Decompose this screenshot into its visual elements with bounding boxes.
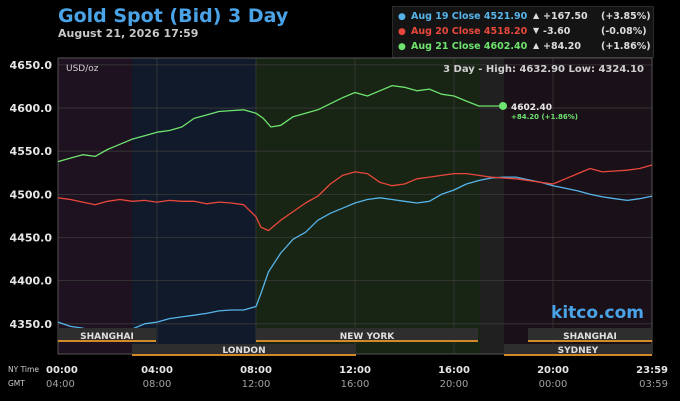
y-tick-label: 4500.0 xyxy=(10,188,53,201)
x-tick-ny: 04:00 xyxy=(141,365,173,376)
gmt-caption: GMT xyxy=(8,379,25,388)
series-line-aug-21 xyxy=(57,84,503,163)
legend-percent: (-0.08%) xyxy=(601,26,647,37)
y-tick-label: 4400.0 xyxy=(10,275,53,288)
session-bands xyxy=(58,58,652,354)
band-break xyxy=(480,58,504,354)
legend-label: Aug 19 Close 4521.90 xyxy=(411,11,528,22)
series-line-aug-20 xyxy=(57,164,653,232)
x-tick-gmt: 08:00 xyxy=(143,379,172,390)
chart-timestamp: August 21, 2026 17:59 xyxy=(58,27,199,40)
x-tick-ny: 00:00 xyxy=(46,365,78,376)
band-asia xyxy=(504,58,652,354)
x-tick-ny: 20:00 xyxy=(537,365,569,376)
legend-marker-icon: ● xyxy=(398,27,406,37)
band-newyork xyxy=(256,58,480,354)
legend-percent: (+1.86%) xyxy=(601,41,651,52)
y-tick-label: 4600.0 xyxy=(10,102,53,115)
band-london xyxy=(132,58,256,354)
down-arrow-icon: ▼ xyxy=(533,26,540,35)
last-price-label: 4602.40 xyxy=(511,103,552,113)
y-tick-label: 4350.0 xyxy=(10,318,53,331)
last-change-label: +84.20 (+1.86%) xyxy=(511,113,578,121)
x-tick-gmt: 04:00 xyxy=(46,379,75,390)
session-row-top: SHANGHAI NEW YORK SHANGHAI xyxy=(58,328,652,342)
series-line-aug-19 xyxy=(57,176,653,336)
band-early xyxy=(58,58,132,354)
session-label-newyork: NEW YORK xyxy=(340,332,396,342)
y-axis: 4350.0 4400.0 4450.0 4500.0 4550.0 4600.0 4650… xyxy=(10,59,53,331)
grid xyxy=(58,58,652,354)
legend-change: +167.50 xyxy=(543,11,588,22)
x-tick-gmt: 20:00 xyxy=(440,379,469,390)
legend-label: Aug 20 Close 4518.20 xyxy=(411,26,528,37)
session-block-sydney xyxy=(504,344,652,356)
legend-marker-icon: ● xyxy=(398,42,406,52)
x-axis: 00:00 04:00 04:00 08:00 08:00 12:00 12:00 16:00… xyxy=(46,365,668,390)
legend-change: -3.60 xyxy=(543,26,571,37)
x-tick-gmt: 12:00 xyxy=(242,379,271,390)
session-label-london: LONDON xyxy=(222,346,265,356)
y-tick-label: 4650.0 xyxy=(10,59,53,72)
y-tick-label: 4550.0 xyxy=(10,145,53,158)
page-title: Gold Spot (Bid) 3 Day xyxy=(58,5,289,27)
session-block-shanghai xyxy=(58,328,156,342)
session-row-bottom: LONDON SYDNEY xyxy=(132,344,652,356)
session-block-shanghai-2 xyxy=(528,328,652,342)
x-tick-ny: 23:59 xyxy=(636,365,668,376)
up-arrow-icon: ▲ xyxy=(533,41,540,50)
kitco-logo: kitco.com xyxy=(551,303,644,323)
legend-percent: (+3.85%) xyxy=(601,11,651,22)
legend: ● Aug 19 Close 4521.90 ▲ +167.50 (+3.85%… xyxy=(392,6,654,58)
legend-change: +84.20 xyxy=(543,41,582,52)
x-tick-ny: 08:00 xyxy=(240,365,272,376)
session-block-london xyxy=(132,344,356,356)
x-tick-gmt: 16:00 xyxy=(341,379,370,390)
session-label-sydney: SYDNEY xyxy=(558,346,599,356)
up-arrow-icon: ▲ xyxy=(533,11,540,20)
y-tick-label: 4450.0 xyxy=(10,231,53,244)
ny-time-caption: NY Time xyxy=(8,365,39,374)
legend-label: Aug 21 Close 4602.40 xyxy=(411,41,528,52)
session-label-shanghai: SHANGHAI xyxy=(80,332,134,342)
last-price-marker xyxy=(499,101,508,110)
high-low-label: 3 Day - High: 4632.90 Low: 4324.10 xyxy=(443,64,644,75)
x-tick-ny: 16:00 xyxy=(438,365,470,376)
x-tick-ny: 12:00 xyxy=(339,365,371,376)
legend-marker-icon: ● xyxy=(398,12,406,22)
unit-label: USD/oz xyxy=(66,64,99,74)
x-tick-gmt: 03:59 xyxy=(639,379,668,390)
x-tick-gmt: 00:00 xyxy=(539,379,568,390)
session-label-shanghai-2: SHANGHAI xyxy=(563,332,617,342)
session-block-newyork xyxy=(256,328,478,342)
series-layer: 4602.40+84.20 (+1.86%) xyxy=(57,84,653,336)
